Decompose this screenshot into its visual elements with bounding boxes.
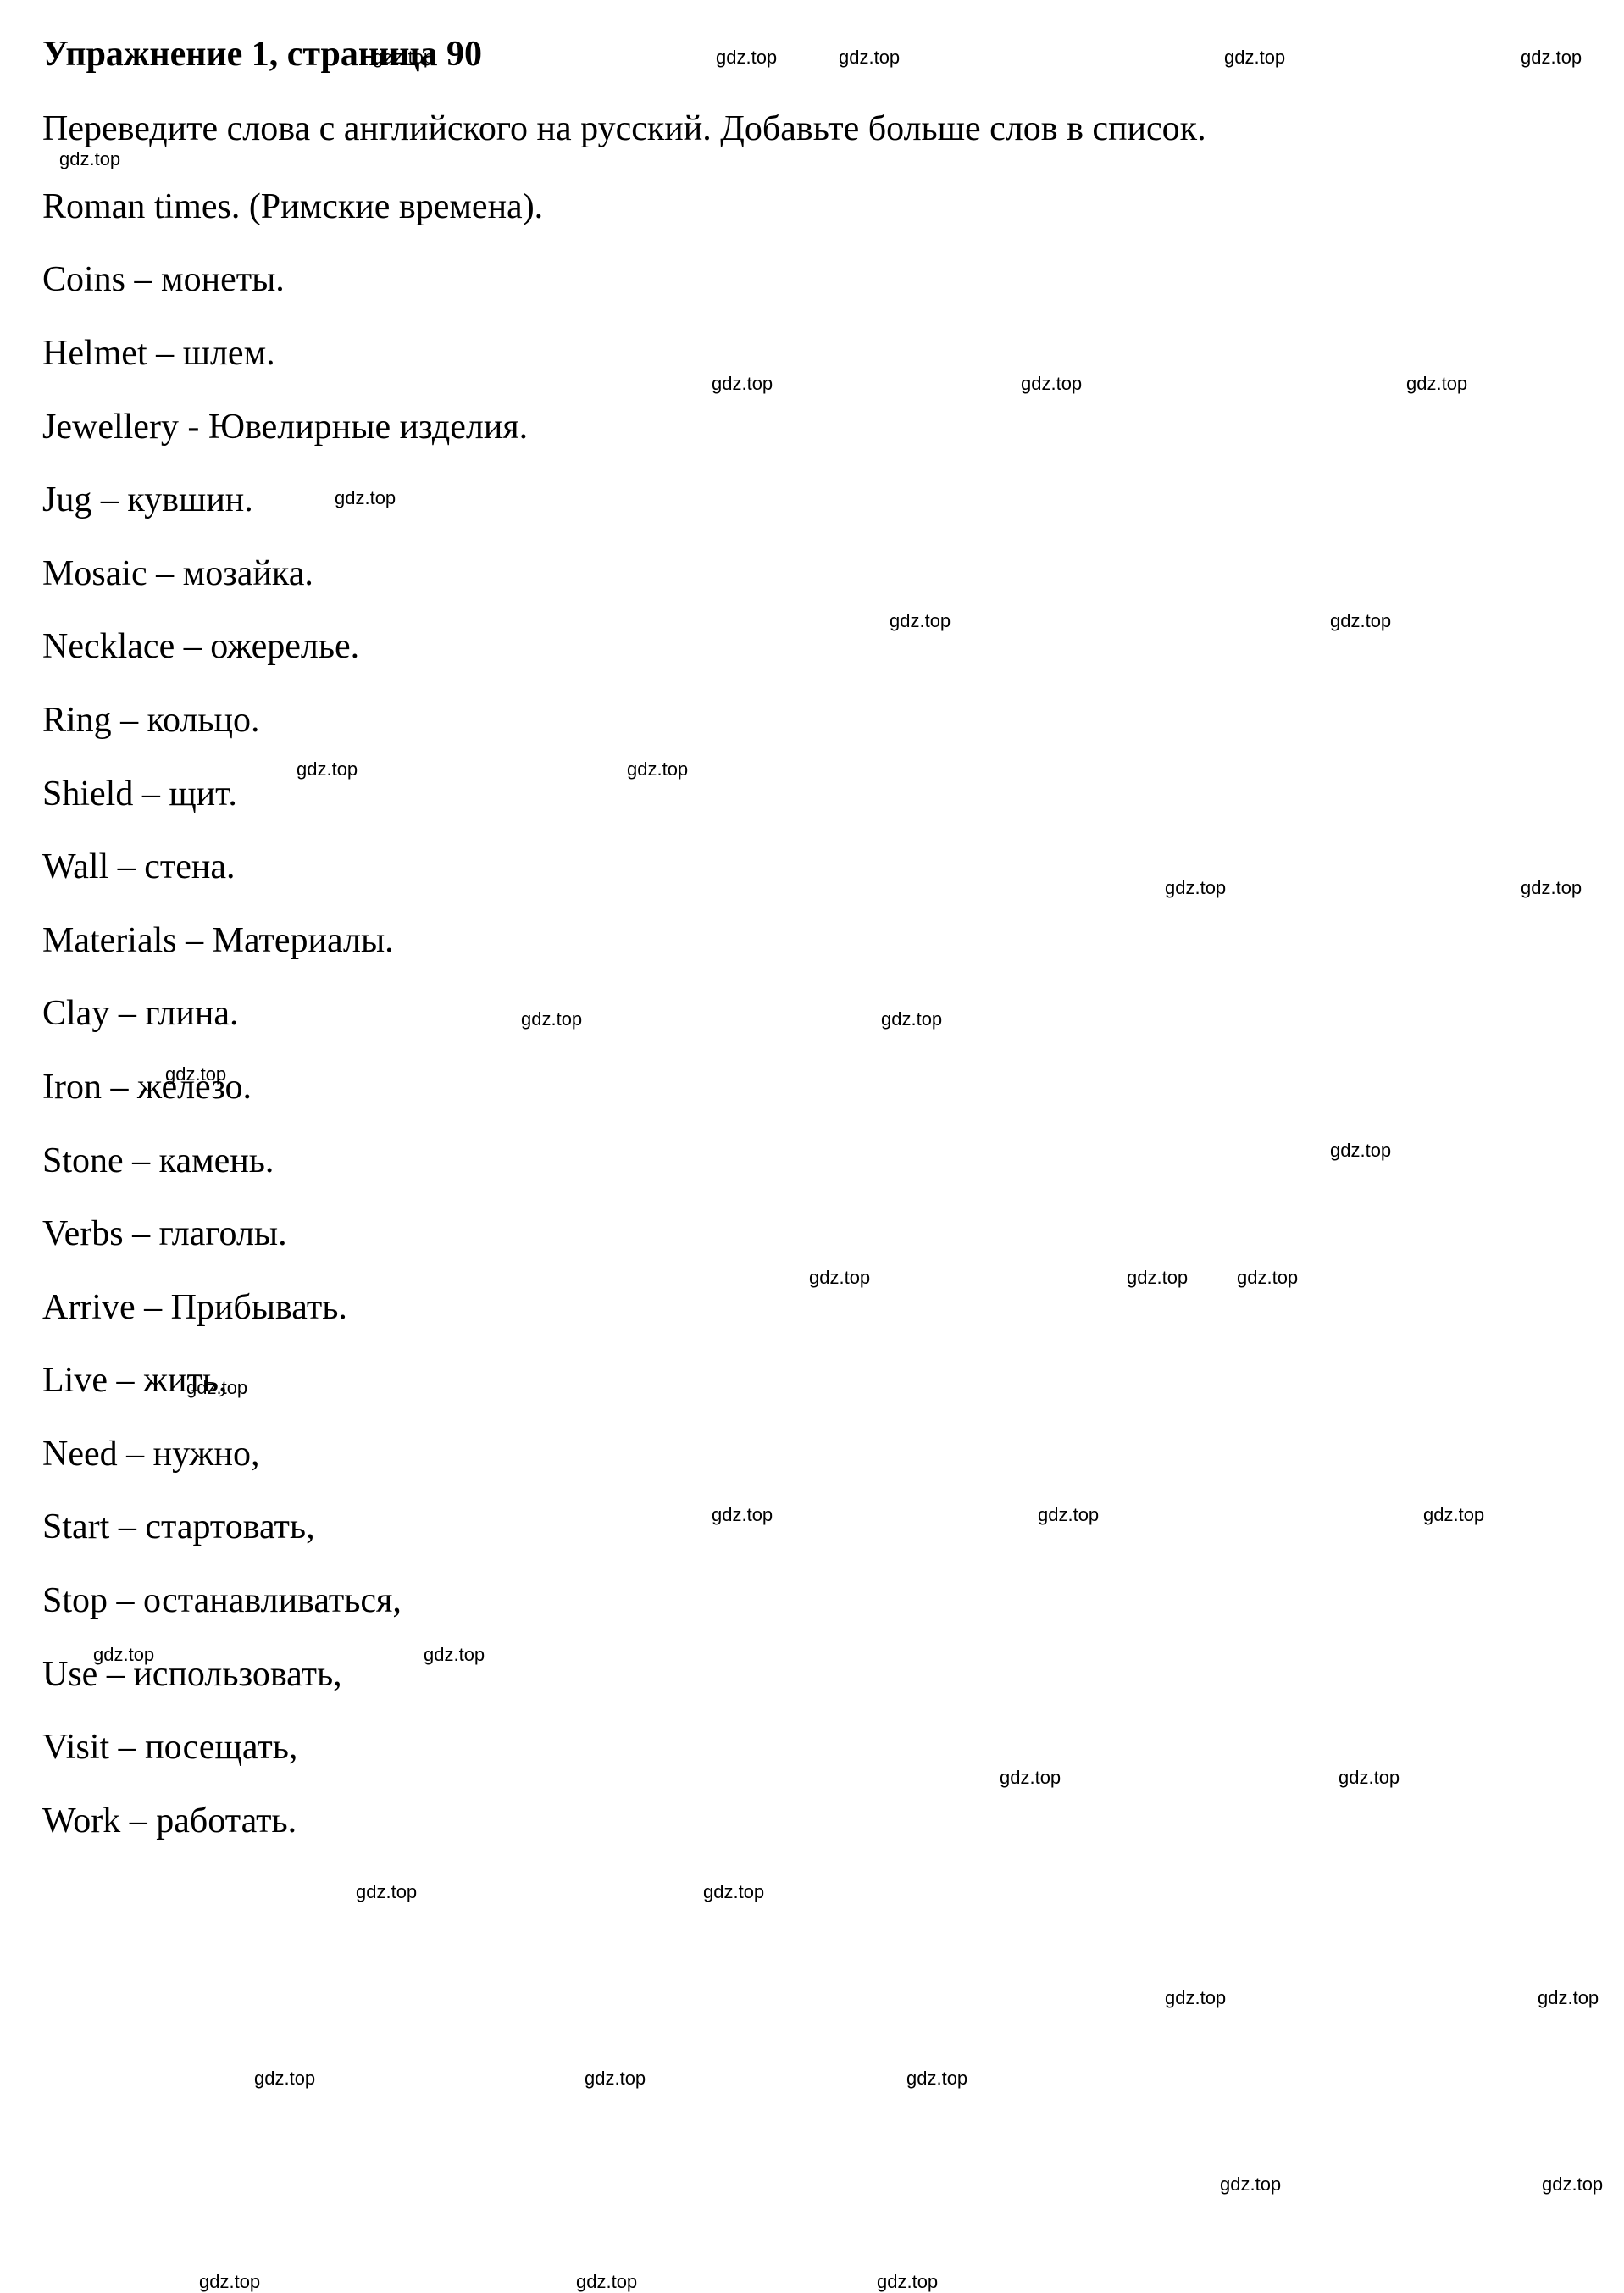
exercise-title: Упражнение 1, страница 90 <box>42 34 1582 75</box>
watermark-text: gdz.top <box>1220 2174 1281 2196</box>
entries-list: Roman times. (Римские времена). Coins – … <box>42 184 1582 1845</box>
watermark-text: gdz.top <box>254 2068 315 2090</box>
watermark-text: gdz.top <box>356 1881 417 1903</box>
watermark-text: gdz.top <box>576 2271 637 2293</box>
vocabulary-entry: Shield – щит. <box>42 771 1582 818</box>
watermark-text: gdz.top <box>1165 1987 1226 2009</box>
vocabulary-entry: Need – нужно, <box>42 1431 1582 1478</box>
vocabulary-entry: Coins – монеты. <box>42 257 1582 303</box>
watermark-text: gdz.top <box>877 2271 938 2293</box>
vocabulary-entry: Jug – кувшин. <box>42 477 1582 524</box>
vocabulary-entry: Use – использовать, <box>42 1652 1582 1698</box>
vocabulary-entry: Mosaic – мозайка. <box>42 551 1582 597</box>
watermark-text: gdz.top <box>1538 1987 1599 2009</box>
watermark-text: gdz.top <box>703 1881 764 1903</box>
vocabulary-entry: Iron – железо. <box>42 1064 1582 1111</box>
vocabulary-entry: Work – работать. <box>42 1798 1582 1845</box>
vocabulary-entry: Helmet – шлем. <box>42 330 1582 377</box>
watermark-text: gdz.top <box>199 2271 260 2293</box>
watermark-text: gdz.top <box>585 2068 646 2090</box>
vocabulary-entry: Clay – глина. <box>42 991 1582 1037</box>
vocabulary-entry: Materials – Материалы. <box>42 918 1582 964</box>
vocabulary-entry: Necklace – ожерелье. <box>42 624 1582 670</box>
vocabulary-entry: Jewellery - Ювелирные изделия. <box>42 404 1582 451</box>
vocabulary-entry: Stop – останавливаться, <box>42 1578 1582 1624</box>
vocabulary-entry: Visit – посещать, <box>42 1724 1582 1771</box>
watermark-text: gdz.top <box>906 2068 967 2090</box>
instruction-text: Переведите слова с английского на русски… <box>42 104 1582 154</box>
vocabulary-entry: Arrive – Прибывать. <box>42 1285 1582 1331</box>
vocabulary-entry: Roman times. (Римские времена). <box>42 184 1582 230</box>
vocabulary-entry: Stone – камень. <box>42 1138 1582 1185</box>
vocabulary-entry: Verbs – глаголы. <box>42 1211 1582 1258</box>
document-content: Упражнение 1, страница 90 Переведите сло… <box>42 34 1582 1844</box>
vocabulary-entry: Start – стартовать, <box>42 1504 1582 1551</box>
vocabulary-entry: Ring – кольцо. <box>42 697 1582 744</box>
vocabulary-entry: Live – жить, <box>42 1357 1582 1404</box>
watermark-text: gdz.top <box>1542 2174 1603 2196</box>
vocabulary-entry: Wall – стена. <box>42 844 1582 891</box>
